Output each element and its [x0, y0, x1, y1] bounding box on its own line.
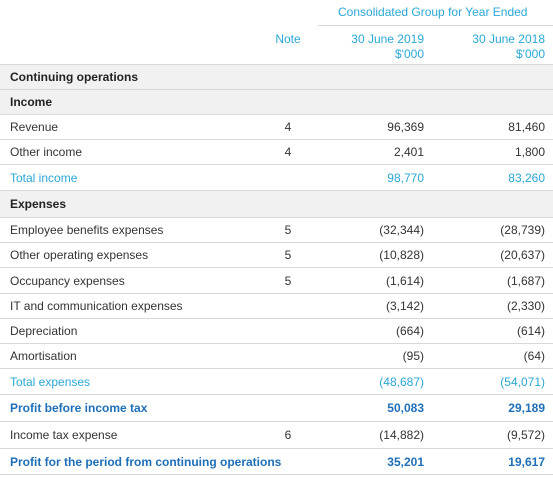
- note-header: Note: [275, 32, 301, 46]
- value-2018: (9,572): [506, 428, 545, 442]
- value-2018: (64): [523, 349, 545, 363]
- table-row: Profit before income tax 50,083 29,189: [0, 395, 553, 422]
- value-2018: (2,330): [506, 299, 545, 313]
- row-label: Income: [10, 95, 53, 109]
- value-2018: 19,617: [508, 454, 545, 469]
- row-label: Profit before income tax: [10, 401, 148, 415]
- value-2018: (1,687): [506, 273, 545, 288]
- row-label: Profit for the period from continuing op…: [10, 454, 282, 469]
- value-2019: (664): [395, 324, 424, 338]
- table-row: Revenue 4 96,369 81,460: [0, 115, 553, 140]
- value-2018: (20,637): [500, 248, 545, 262]
- value-2018: 81,460: [508, 120, 545, 134]
- row-label: Total expenses: [10, 374, 91, 389]
- row-label: Revenue: [10, 120, 59, 134]
- row-label: Continuing operations: [10, 70, 138, 84]
- value-2018: 83,260: [508, 170, 545, 185]
- value-2019: (3,142): [385, 299, 424, 313]
- row-label: Other income: [10, 145, 83, 159]
- value-2018: (28,739): [500, 223, 545, 237]
- row-label: Employee benefits expenses: [10, 223, 164, 237]
- header-rule: [0, 64, 553, 65]
- row-label: Income tax expense: [10, 428, 118, 442]
- value-2018: 1,800: [514, 145, 545, 159]
- note: 4: [284, 145, 292, 159]
- row-label: IT and communication expenses: [10, 299, 183, 313]
- value-2019: (1,614): [385, 273, 424, 288]
- row-label: Depreciation: [10, 324, 78, 338]
- table-row: Employee benefits expenses 5 (32,344) (28,7…: [0, 218, 553, 243]
- note: 5: [284, 223, 292, 237]
- value-2019: 2,401: [393, 145, 424, 159]
- column-date: 30 June 2019: [351, 32, 424, 46]
- table-row: Income tax expense 6 (14,882) (9,572): [0, 422, 553, 449]
- table-row: Other operating expenses 5 (10,828) (20,637…: [0, 243, 553, 268]
- value-2019: (95): [402, 349, 424, 363]
- value-2018: (54,071): [500, 374, 545, 389]
- value-2019: (14,882): [379, 428, 424, 442]
- value-2018: (614): [516, 324, 545, 338]
- group-title: Consolidated Group for Year Ended: [338, 5, 528, 19]
- column-header: 30 June 2018 $'000: [472, 32, 545, 62]
- column-unit: $'000: [395, 47, 424, 61]
- table-row: Expenses: [0, 191, 553, 218]
- table-row: IT and communication expenses (3,142) (2,3…: [0, 294, 553, 319]
- value-2019: (32,344): [379, 223, 424, 237]
- value-2019: 98,770: [387, 170, 424, 185]
- table-row: Total income 98,770 83,260: [0, 165, 553, 191]
- value-2019: 96,369: [387, 120, 424, 134]
- row-label: Amortisation: [10, 349, 77, 363]
- table-row: Profit for the period from continuing op…: [0, 449, 553, 475]
- value-2019: 50,083: [387, 401, 424, 415]
- value-2019: (48,687): [379, 374, 424, 389]
- table-row: Depreciation (664) (614): [0, 319, 553, 344]
- note: 4: [284, 120, 292, 134]
- value-2019: (10,828): [379, 248, 424, 262]
- table-row: Other income 4 2,401 1,800: [0, 140, 553, 165]
- table-row: Continuing operations: [0, 65, 553, 90]
- row-label: Total income: [10, 170, 78, 185]
- table-row: Occupancy expenses 5 (1,614) (1,687): [0, 268, 553, 294]
- note: 5: [284, 273, 292, 288]
- note: 6: [284, 428, 292, 442]
- header-rule: [318, 25, 553, 26]
- column-header: 30 June 2019 $'000: [351, 32, 424, 62]
- table-row: Income: [0, 90, 553, 115]
- value-2019: 35,201: [387, 454, 424, 469]
- column-unit: $'000: [516, 47, 545, 61]
- table-row: Total expenses (48,687) (54,071): [0, 369, 553, 395]
- table-row: Amortisation (95) (64): [0, 344, 553, 369]
- value-2018: 29,189: [508, 401, 545, 415]
- note: 5: [284, 248, 292, 262]
- row-label: Occupancy expenses: [10, 273, 125, 288]
- row-label: Other operating expenses: [10, 248, 149, 262]
- column-date: 30 June 2018: [472, 32, 545, 46]
- row-label: Expenses: [10, 197, 67, 211]
